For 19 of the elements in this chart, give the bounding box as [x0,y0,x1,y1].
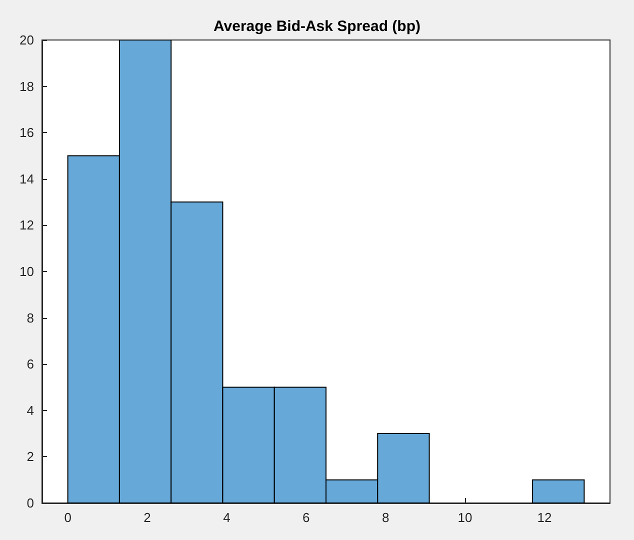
y-tick-label: 16 [20,125,34,140]
x-tick-label: 2 [144,510,151,525]
x-tick-label: 6 [302,510,310,525]
y-tick-label: 2 [26,449,34,464]
x-tick-label: 10 [458,510,472,525]
y-tick-label: 10 [20,264,34,279]
x-tick-label: 0 [64,510,72,525]
x-tick-label: 12 [537,510,552,525]
y-tick-label: 0 [26,496,34,510]
chart-title: Average Bid-Ask Spread (bp) [214,18,420,35]
y-tick-label: 14 [20,171,34,186]
y-tick-label: 4 [26,402,34,418]
x-tick-label: 4 [223,510,230,525]
y-tick-label: 12 [20,218,34,233]
y-tick-label: 20 [20,32,34,48]
y-tick-label: 6 [26,356,34,372]
y-tick-label: 18 [20,78,34,94]
x-tick-label: 8 [382,510,390,525]
y-tick-label: 8 [26,310,34,326]
